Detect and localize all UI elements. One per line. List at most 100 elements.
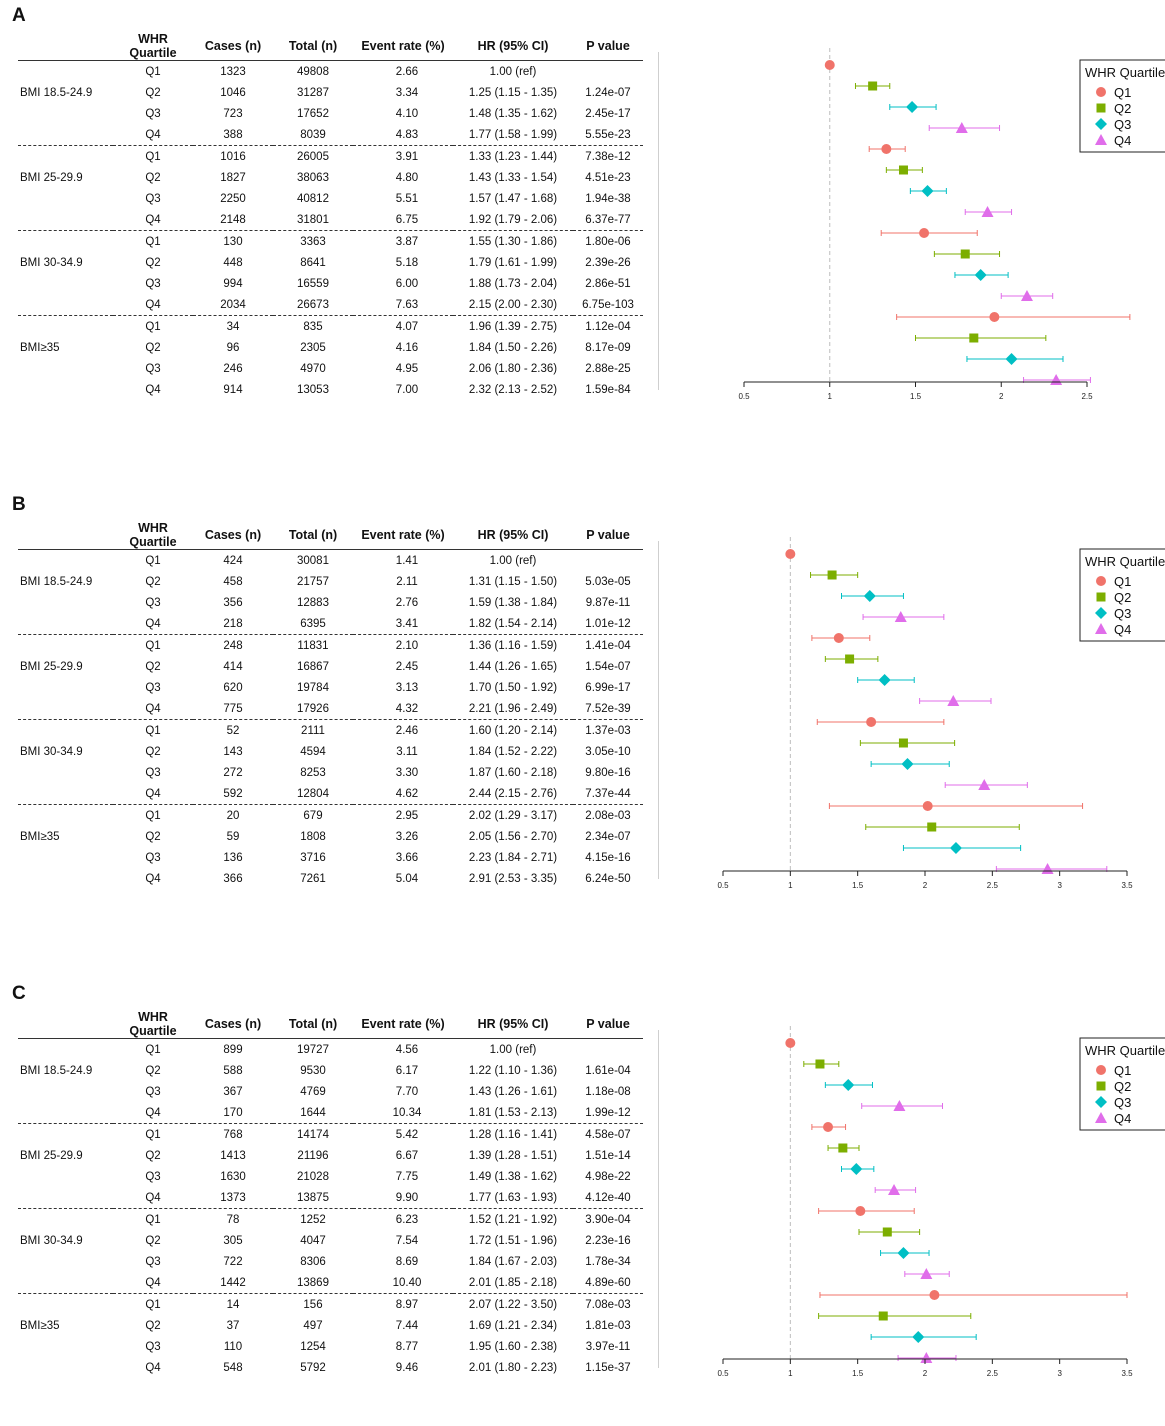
column-header-total: Total (n) bbox=[288, 39, 338, 53]
table-row: Q4 775 17926 4.32 2.21 (1.96 - 2.49) 7.52e-39 bbox=[18, 698, 643, 720]
cell-rate: 7.63 bbox=[395, 298, 419, 311]
cell-q: Q2 bbox=[145, 1149, 161, 1162]
cell-rate: 2.11 bbox=[396, 575, 418, 588]
cell-p: 2.39e-26 bbox=[585, 256, 631, 269]
column-header-quartile: WHR Quartile bbox=[129, 521, 177, 549]
table-row: BMI 30-34.9 Q2 143 4594 3.11 1.84 (1.52 - 2.2… bbox=[18, 741, 643, 762]
cell-rate: 3.66 bbox=[395, 851, 419, 864]
cell-group bbox=[18, 1208, 113, 1230]
legend-label-q3: Q3 bbox=[1114, 1095, 1131, 1110]
legend-title: WHR Quartile bbox=[1085, 554, 1165, 569]
cell-total: 19784 bbox=[297, 681, 329, 694]
legend-label-q3: Q3 bbox=[1114, 117, 1131, 132]
cell-hr: 1.48 (1.35 - 1.62) bbox=[468, 107, 558, 120]
cell-group bbox=[18, 613, 113, 635]
data-point-q1 bbox=[785, 1038, 796, 1048]
cell-p: 4.58e-07 bbox=[573, 1123, 643, 1145]
cell-hr: 2.23 (1.84 - 2.71) bbox=[468, 851, 558, 864]
cell-hr: 1.77 (1.63 - 1.93) bbox=[468, 1191, 558, 1204]
cell-cases: 1046 bbox=[220, 86, 246, 99]
data-point-q1 bbox=[811, 1122, 847, 1132]
table-row: Q1 248 11831 2.10 1.36 (1.16 - 1.59) 1.41e-04 bbox=[18, 634, 643, 656]
cell-group bbox=[18, 273, 113, 294]
panel-b: B WHR Quartile Cases (n) Total (n) Event rat… bbox=[0, 494, 1165, 937]
marker-q3 bbox=[901, 758, 914, 770]
cell-total: 16867 bbox=[297, 660, 329, 673]
cell-group bbox=[18, 783, 113, 805]
cell-q: Q3 bbox=[145, 1170, 161, 1183]
cell-p: 1.61e-04 bbox=[585, 1064, 631, 1077]
data-point-q4 bbox=[861, 1100, 944, 1111]
column-header-group bbox=[18, 32, 113, 61]
marker-q2 bbox=[868, 81, 878, 91]
column-header-hr: HR (95% CI) bbox=[477, 528, 549, 542]
cell-group bbox=[18, 698, 113, 720]
data-point-q4 bbox=[1023, 374, 1091, 385]
cell-q: Q3 bbox=[145, 277, 161, 290]
cell-q: Q3 bbox=[145, 107, 161, 120]
cell-p: 4.51e-23 bbox=[585, 171, 631, 184]
data-point-q3 bbox=[841, 1163, 875, 1175]
table-row: Q4 2148 31801 6.75 1.92 (1.79 - 2.06) 6.37e-7… bbox=[18, 209, 643, 231]
marker-q3 bbox=[949, 842, 962, 854]
x-tick-label: 2 bbox=[923, 1369, 928, 1378]
cell-p: 1.99e-12 bbox=[585, 1106, 631, 1119]
legend-marker-q3 bbox=[1095, 607, 1107, 619]
legend-marker-q4 bbox=[1095, 134, 1107, 145]
cell-total: 4047 bbox=[300, 1234, 326, 1247]
table-row: Q3 994 16559 6.00 1.88 (1.73 - 2.04) 2.86e-51 bbox=[18, 273, 643, 294]
cell-total: 7261 bbox=[300, 872, 326, 885]
cell-q: Q1 bbox=[145, 1043, 161, 1056]
cell-p: 4.89e-60 bbox=[585, 1276, 631, 1289]
legend-label-q2: Q2 bbox=[1114, 101, 1131, 116]
x-tick-label: 3.5 bbox=[1121, 1369, 1133, 1378]
cell-p: 1.24e-07 bbox=[585, 86, 631, 99]
cell-rate: 3.34 bbox=[395, 86, 419, 99]
cell-hr: 1.77 (1.58 - 1.99) bbox=[468, 128, 558, 141]
cell-hr: 1.00 (ref) bbox=[489, 65, 537, 78]
cell-group bbox=[18, 634, 113, 656]
cell-rate: 8.97 bbox=[353, 1293, 453, 1315]
cell-hr: 1.28 (1.16 - 1.41) bbox=[453, 1123, 573, 1145]
cell-hr: 2.32 (2.13 - 2.52) bbox=[468, 383, 558, 396]
legend-label-q4: Q4 bbox=[1114, 1111, 1131, 1126]
column-header-group bbox=[18, 1010, 113, 1039]
table-row: Q1 424 30081 1.41 1.00 (ref) bbox=[18, 550, 643, 572]
cell-q: Q3 bbox=[145, 192, 161, 205]
panel-label: A bbox=[12, 5, 26, 26]
cell-q: Q4 bbox=[145, 872, 161, 885]
data-point-q3 bbox=[857, 674, 915, 686]
cell-hr: 1.84 (1.50 - 2.26) bbox=[468, 341, 558, 354]
cell-group: BMI 25-29.9 bbox=[20, 171, 83, 184]
cell-hr: 1.44 (1.26 - 1.65) bbox=[468, 660, 558, 673]
table-row: Q4 170 1644 10.34 1.81 (1.53 - 2.13) 1.99e-12 bbox=[18, 1102, 643, 1124]
x-tick-label: 1 bbox=[788, 881, 793, 890]
cell-p: 7.52e-39 bbox=[585, 702, 631, 715]
cell-p: 1.41e-04 bbox=[573, 634, 643, 656]
data-point-q1 bbox=[816, 717, 945, 727]
cell-q: Q2 bbox=[145, 1064, 161, 1077]
marker-q1 bbox=[929, 1290, 940, 1300]
cell-p: 1.01e-12 bbox=[585, 617, 631, 630]
cell-rate: 4.62 bbox=[395, 787, 419, 800]
cell-cases: 914 bbox=[223, 383, 243, 396]
table-row: BMI 18.5-24.9 Q2 458 21757 2.11 1.31 (1.15 - … bbox=[18, 571, 643, 592]
cell-q: Q4 bbox=[145, 213, 161, 226]
column-header-p: P value bbox=[586, 39, 630, 53]
cell-hr: 2.05 (1.56 - 2.70) bbox=[468, 830, 558, 843]
data-point-q3 bbox=[841, 590, 904, 602]
marker-q4 bbox=[894, 611, 907, 622]
marker-q4 bbox=[920, 1268, 933, 1279]
cell-q: Q1 bbox=[113, 315, 193, 337]
table-row: Q3 356 12883 2.76 1.59 (1.38 - 1.84) 9.87e-11 bbox=[18, 592, 643, 613]
cell-hr: 2.15 (2.00 - 2.30) bbox=[468, 298, 558, 311]
legend-label-q4: Q4 bbox=[1114, 133, 1131, 148]
cell-q: Q4 bbox=[145, 1191, 161, 1204]
column-header-p: P value bbox=[586, 1017, 630, 1031]
cell-hr: 1.39 (1.28 - 1.51) bbox=[468, 1149, 558, 1162]
cell-hr: 1.59 (1.38 - 1.84) bbox=[468, 596, 558, 609]
cell-rate: 5.04 bbox=[395, 872, 419, 885]
cell-rate: 9.90 bbox=[395, 1191, 419, 1204]
